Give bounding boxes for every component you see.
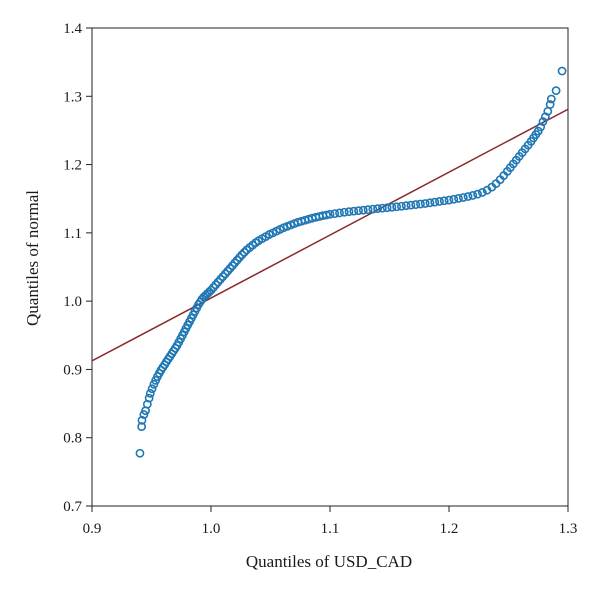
data-point <box>551 86 561 96</box>
data-point <box>354 206 363 216</box>
data-point <box>147 384 157 394</box>
x-axis-label: Quantiles of USD_CAD <box>246 552 412 571</box>
data-point <box>538 117 548 126</box>
data-point <box>392 202 402 212</box>
data-point <box>325 209 335 219</box>
data-point <box>382 203 392 213</box>
data-point <box>145 388 155 398</box>
y-tick-label: 0.8 <box>63 431 82 447</box>
x-tick-label: 0.9 <box>83 521 102 537</box>
x-tick-label: 1.0 <box>202 521 221 537</box>
data-point <box>363 205 373 215</box>
data-point <box>137 415 147 425</box>
data-point <box>439 196 449 206</box>
x-tick-label: 1.1 <box>321 521 340 537</box>
data-point <box>411 200 421 209</box>
y-tick-label: 1.2 <box>63 158 82 174</box>
y-tick-label: 0.7 <box>63 499 82 515</box>
data-point <box>425 198 435 208</box>
data-point <box>239 247 249 257</box>
data-point <box>546 94 556 104</box>
data-point <box>339 207 349 217</box>
data-point <box>349 206 359 216</box>
y-tick-label: 0.9 <box>63 362 82 378</box>
data-point <box>335 208 344 218</box>
data-point <box>420 199 430 208</box>
data-point <box>545 100 555 109</box>
data-point <box>368 204 378 214</box>
y-tick-label: 1.3 <box>63 89 82 105</box>
data-point <box>430 197 440 207</box>
data-point <box>135 448 145 458</box>
data-point <box>477 188 487 197</box>
data-point <box>468 191 478 200</box>
data-point <box>449 194 459 204</box>
data-point <box>401 201 411 211</box>
data-point <box>473 189 482 199</box>
plot-axes <box>86 27 569 512</box>
data-point <box>387 202 397 212</box>
plot-tick-labels: 0.9 1.0 1.1 1.2 1.3 0.7 0.8 0.9 1.0 1.1 1.2 1.3 1.4 <box>63 21 577 537</box>
data-point <box>435 197 444 206</box>
data-point <box>406 200 416 210</box>
plot-frame <box>91 27 569 507</box>
y-tick-label: 1.1 <box>63 226 82 242</box>
data-point <box>344 207 354 217</box>
data-point <box>330 209 340 219</box>
y-axis-label: Quantiles of normal <box>23 190 42 326</box>
data-point <box>463 192 473 201</box>
data-point <box>454 193 463 203</box>
data-point <box>137 422 147 431</box>
data-point <box>396 201 406 211</box>
data-point <box>377 203 387 213</box>
data-point <box>373 204 382 214</box>
x-tick-label: 1.3 <box>559 521 578 537</box>
data-point <box>144 393 154 403</box>
reference-line <box>92 108 568 362</box>
y-tick-label: 1.0 <box>63 294 82 310</box>
plot-marks <box>92 66 568 458</box>
data-point <box>322 210 331 220</box>
y-tick-label: 1.4 <box>63 21 82 37</box>
data-point <box>458 193 468 202</box>
data-point <box>444 195 454 205</box>
data-point <box>416 199 425 209</box>
data-point <box>358 205 368 215</box>
data-point <box>557 66 567 76</box>
data-point <box>237 250 247 260</box>
x-tick-label: 1.2 <box>440 521 459 537</box>
